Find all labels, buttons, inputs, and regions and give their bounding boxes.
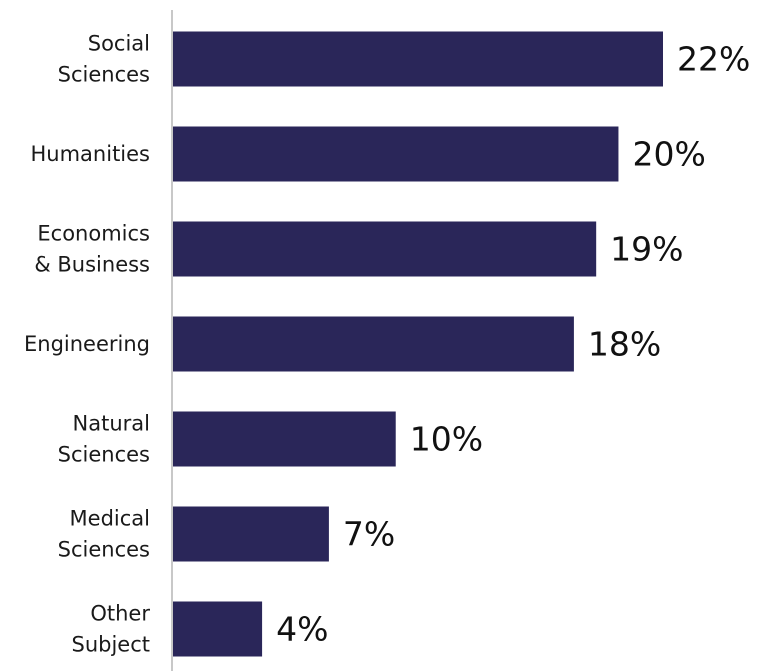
bar-6 xyxy=(173,601,263,657)
value-label-6: 4% xyxy=(276,610,328,649)
category-label-0-line-1: Sciences xyxy=(58,63,150,87)
value-label-4: 10% xyxy=(410,420,483,459)
category-label-5-line-0: Medical xyxy=(70,507,150,531)
category-label-2-line-1: & Business xyxy=(34,253,150,277)
value-label-5: 7% xyxy=(343,515,395,554)
bar-5 xyxy=(173,506,329,562)
category-label-4-line-1: Sciences xyxy=(58,443,150,467)
value-label-2: 19% xyxy=(610,230,683,269)
category-label-6-line-1: Subject xyxy=(71,633,150,657)
category-label-3-line-0: Engineering xyxy=(24,332,150,356)
category-label-1-line-0: Humanities xyxy=(31,142,151,166)
bar-2 xyxy=(173,221,597,277)
bar-4 xyxy=(173,411,396,467)
category-label-4-line-0: Natural xyxy=(73,412,150,436)
category-label-2-line-0: Economics xyxy=(37,222,150,246)
category-label-5-line-1: Sciences xyxy=(58,538,150,562)
value-label-0: 22% xyxy=(677,40,750,79)
category-label-6-line-0: Other xyxy=(90,602,150,626)
value-label-3: 18% xyxy=(588,325,661,364)
bar-0 xyxy=(173,31,663,87)
bar-1 xyxy=(173,126,619,182)
category-label-0-line-0: Social xyxy=(88,32,150,56)
value-label-1: 20% xyxy=(632,135,705,174)
bar-3 xyxy=(173,316,574,372)
